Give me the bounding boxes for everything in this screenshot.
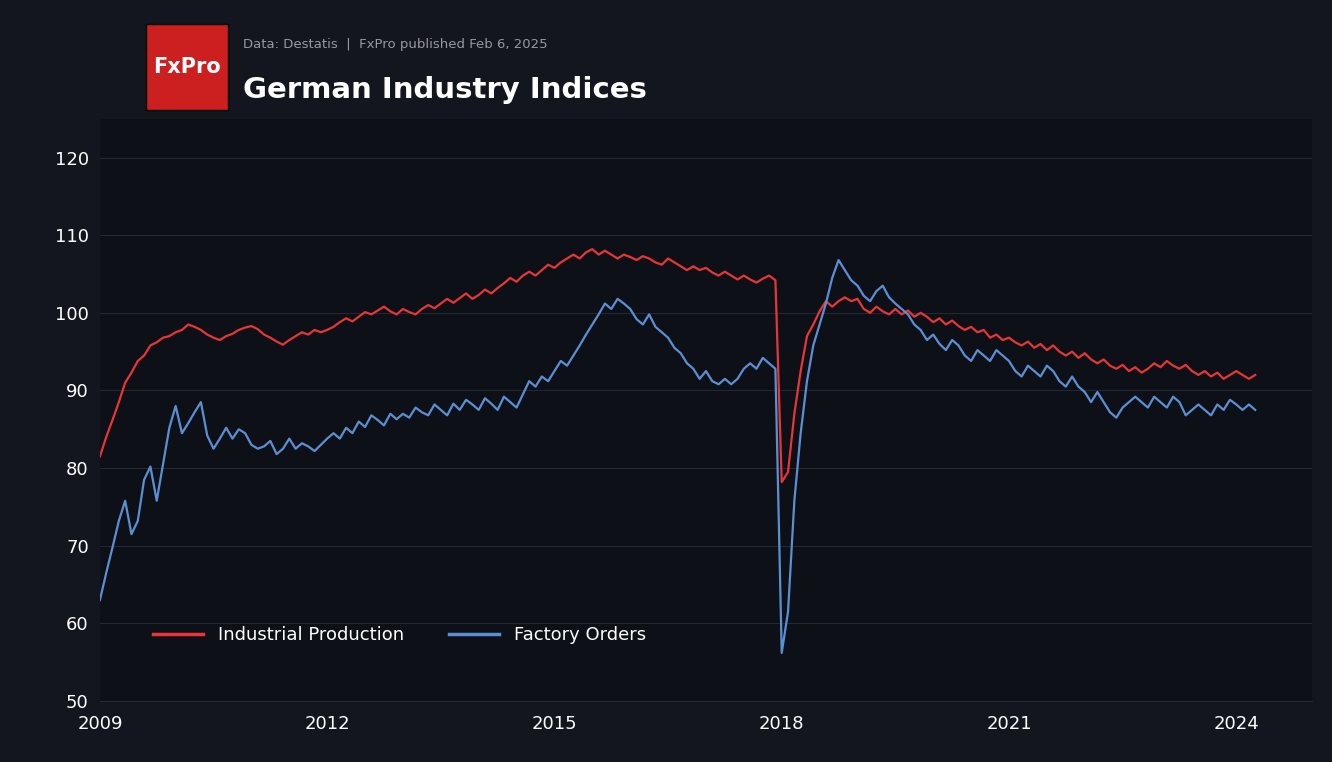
Legend: Industrial Production, Factory Orders: Industrial Production, Factory Orders xyxy=(145,619,653,652)
Text: German Industry Indices: German Industry Indices xyxy=(242,75,647,104)
Text: FxPro: FxPro xyxy=(153,57,221,77)
Text: Data: Destatis  |  FxPro published Feb 6, 2025: Data: Destatis | FxPro published Feb 6, … xyxy=(242,38,547,51)
FancyBboxPatch shape xyxy=(147,24,228,110)
